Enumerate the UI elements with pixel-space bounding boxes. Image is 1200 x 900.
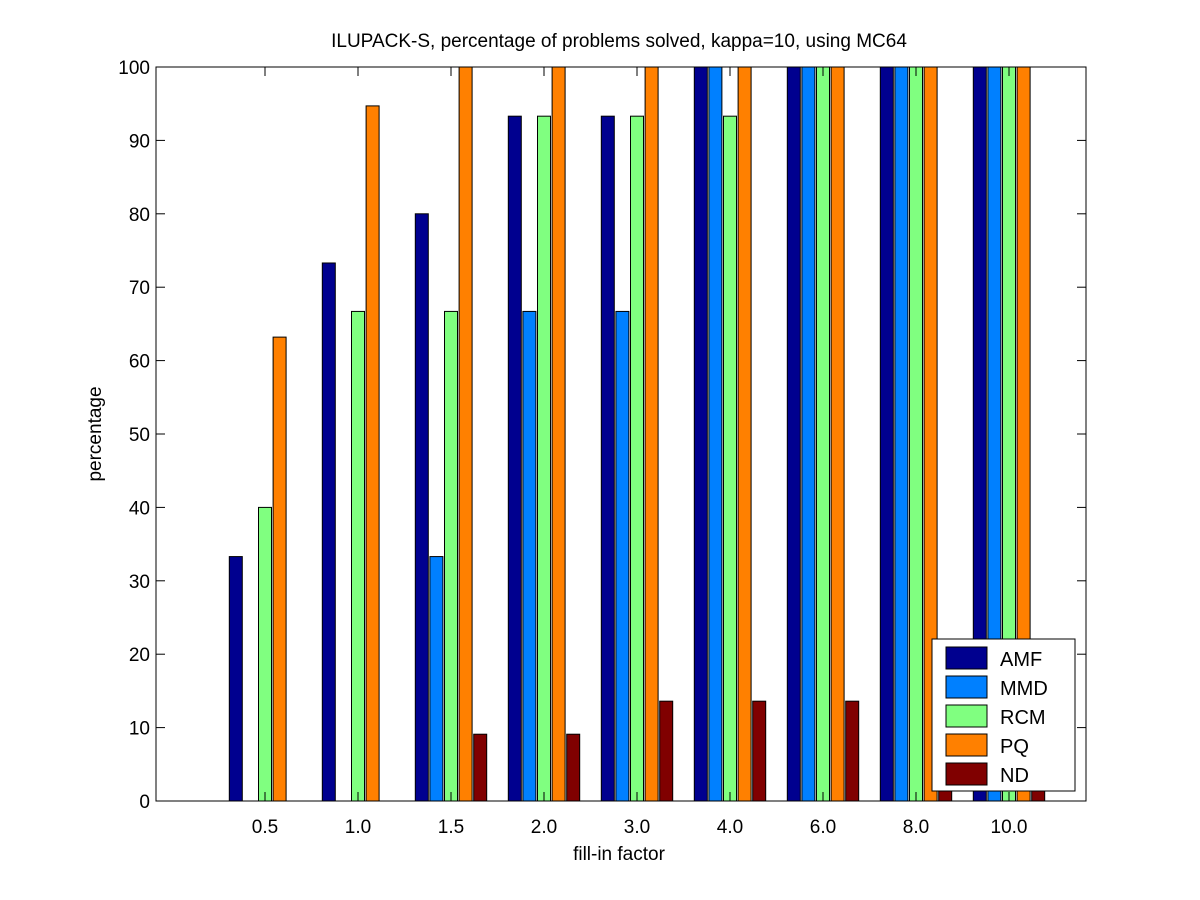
bar-rcm-1.5 [444,310,458,801]
y-axis-label: percentage [85,386,106,481]
bar-nd-6.0 [845,700,860,801]
bar-nd-3.0 [659,700,674,801]
x-tick-label: 1.5 [438,817,464,838]
y-tick-label: 70 [129,278,150,299]
x-tick-label: 1.0 [345,817,371,838]
bar-amf-4.0 [693,67,708,801]
bar-rcm-8.0 [909,67,923,801]
bar-rcm-0.5 [258,506,272,801]
y-tick-label: 40 [129,498,150,519]
bar-rcm-6.0 [816,67,830,801]
legend-swatch-nd [945,762,988,786]
bar-pq-6.0 [830,67,845,801]
bar-amf-3.0 [600,115,615,801]
bar-pq-4.0 [737,67,752,801]
bar-amf-1.0 [321,262,336,801]
legend: AMF MMD RCM PQ ND [931,638,1076,792]
y-tick-label: 50 [129,425,150,446]
x-tick-label: 6.0 [810,817,836,838]
bar-pq-2.0 [551,67,566,801]
bar-pq-3.0 [644,67,659,801]
bar-rcm-4.0 [723,115,737,801]
bar-pq-1.5 [458,67,473,801]
bar-pq-0.5 [272,336,287,801]
bar-mmd-10.0 [987,67,1002,801]
y-tick-label: 90 [129,131,150,152]
bar-rcm-10.0 [1002,67,1016,801]
bar-amf-6.0 [786,67,801,801]
legend-label-rcm: RCM [1000,707,1046,729]
legend-label-pq: PQ [1000,736,1029,758]
x-tick-label: 2.0 [531,817,557,838]
bar-mmd-3.0 [615,310,630,801]
x-tick-label: 4.0 [717,817,743,838]
bar-mmd-2.0 [522,310,537,801]
bar-amf-8.0 [879,67,894,801]
x-tick-label: 0.5 [252,817,278,838]
x-tick-label: 10.0 [991,817,1028,838]
bar-amf-2.0 [507,115,522,801]
bar-pq-10.0 [1016,67,1031,801]
bar-amf-0.5 [228,556,243,801]
chart-title: ILUPACK-S, percentage of problems solved… [331,31,907,52]
bar-mmd-8.0 [894,67,909,801]
y-tick-label: 60 [129,352,150,373]
legend-label-mmd: MMD [1000,678,1048,700]
y-tick-label: 0 [139,792,150,813]
legend-label-amf: AMF [1000,649,1042,671]
bar-rcm-3.0 [630,115,644,801]
x-tick-label: 8.0 [903,817,929,838]
bar-rcm-2.0 [537,115,551,801]
legend-swatch-amf [945,646,988,670]
legend-label-nd: ND [1000,765,1029,787]
y-tick-label: 80 [129,205,150,226]
legend-swatch-mmd [945,675,988,699]
y-tick-label: 100 [118,58,150,79]
y-tick-label: 30 [129,572,150,593]
bar-pq-1.0 [365,105,380,801]
bar-amf-1.5 [414,213,429,801]
bar-nd-4.0 [752,700,767,801]
x-axis-label: fill-in factor [573,844,666,865]
y-tick-label: 20 [129,645,150,666]
bar-mmd-1.5 [429,556,444,801]
legend-swatch-pq [945,733,988,757]
bar-nd-2.0 [566,733,581,801]
bar-pq-8.0 [923,67,938,801]
bar-nd-1.5 [473,733,488,801]
bar-mmd-4.0 [708,67,723,801]
bar-rcm-1.0 [351,310,365,801]
bar-amf-10.0 [972,67,987,801]
y-tick-label: 10 [129,719,150,740]
x-tick-label: 3.0 [624,817,650,838]
legend-swatch-rcm [945,704,988,728]
bar-mmd-6.0 [801,67,816,801]
